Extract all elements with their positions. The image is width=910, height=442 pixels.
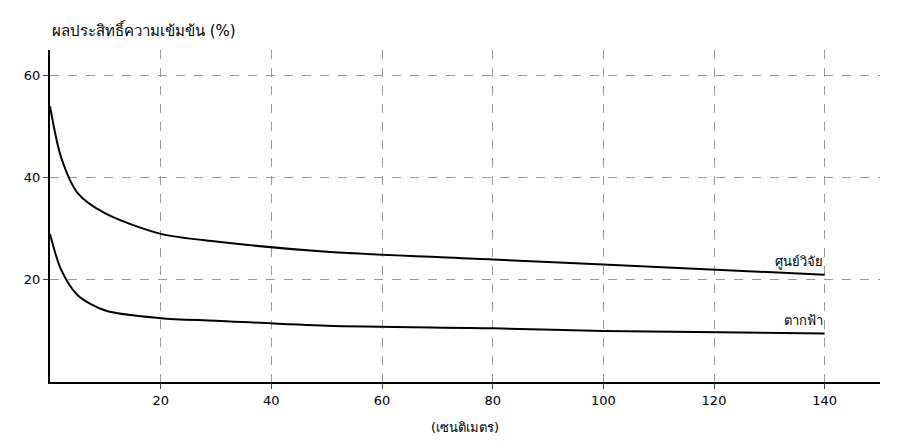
- svg-text:(เซนติเมตร): (เซนติเมตร): [431, 420, 499, 435]
- svg-text:ผลประสิทธิ์ความเข้มข้น (%): ผลประสิทธิ์ความเข้มข้น (%): [52, 20, 236, 40]
- svg-text:ตากฟ้า: ตากฟ้า: [784, 313, 823, 328]
- svg-text:100: 100: [591, 393, 616, 408]
- svg-text:40: 40: [24, 170, 41, 185]
- svg-text:20: 20: [152, 393, 169, 408]
- svg-text:ศูนย์วิจัย: ศูนย์วิจัย: [775, 254, 823, 270]
- svg-text:140: 140: [812, 393, 837, 408]
- svg-text:120: 120: [702, 393, 727, 408]
- svg-text:60: 60: [374, 393, 391, 408]
- svg-text:80: 80: [484, 393, 501, 408]
- svg-text:40: 40: [263, 393, 280, 408]
- svg-text:60: 60: [24, 68, 41, 83]
- svg-text:20: 20: [24, 272, 41, 287]
